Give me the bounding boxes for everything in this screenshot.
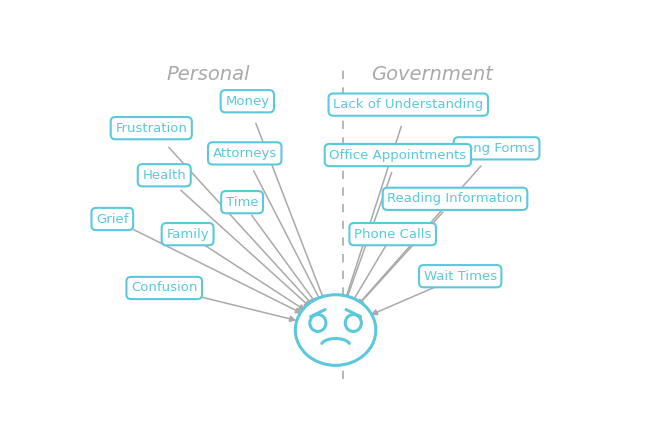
Ellipse shape bbox=[310, 315, 326, 331]
Text: Confusion: Confusion bbox=[131, 281, 198, 295]
Ellipse shape bbox=[345, 315, 361, 331]
Text: Personal: Personal bbox=[167, 65, 250, 84]
Text: Government: Government bbox=[371, 65, 492, 84]
Text: Phone Calls: Phone Calls bbox=[354, 228, 431, 241]
Text: Wait Times: Wait Times bbox=[423, 270, 496, 283]
Text: Health: Health bbox=[142, 169, 186, 182]
Text: Grief: Grief bbox=[96, 212, 129, 225]
Ellipse shape bbox=[295, 295, 376, 365]
Text: Family: Family bbox=[166, 228, 209, 241]
Text: Time: Time bbox=[226, 196, 259, 209]
Text: Office Appointments: Office Appointments bbox=[330, 149, 466, 162]
Text: Reading Information: Reading Information bbox=[387, 192, 523, 205]
Text: Money: Money bbox=[225, 95, 269, 108]
Text: Long Forms: Long Forms bbox=[458, 142, 535, 155]
Text: Lack of Understanding: Lack of Understanding bbox=[333, 98, 484, 111]
Text: Frustration: Frustration bbox=[115, 121, 187, 135]
Text: Attorneys: Attorneys bbox=[212, 147, 277, 160]
